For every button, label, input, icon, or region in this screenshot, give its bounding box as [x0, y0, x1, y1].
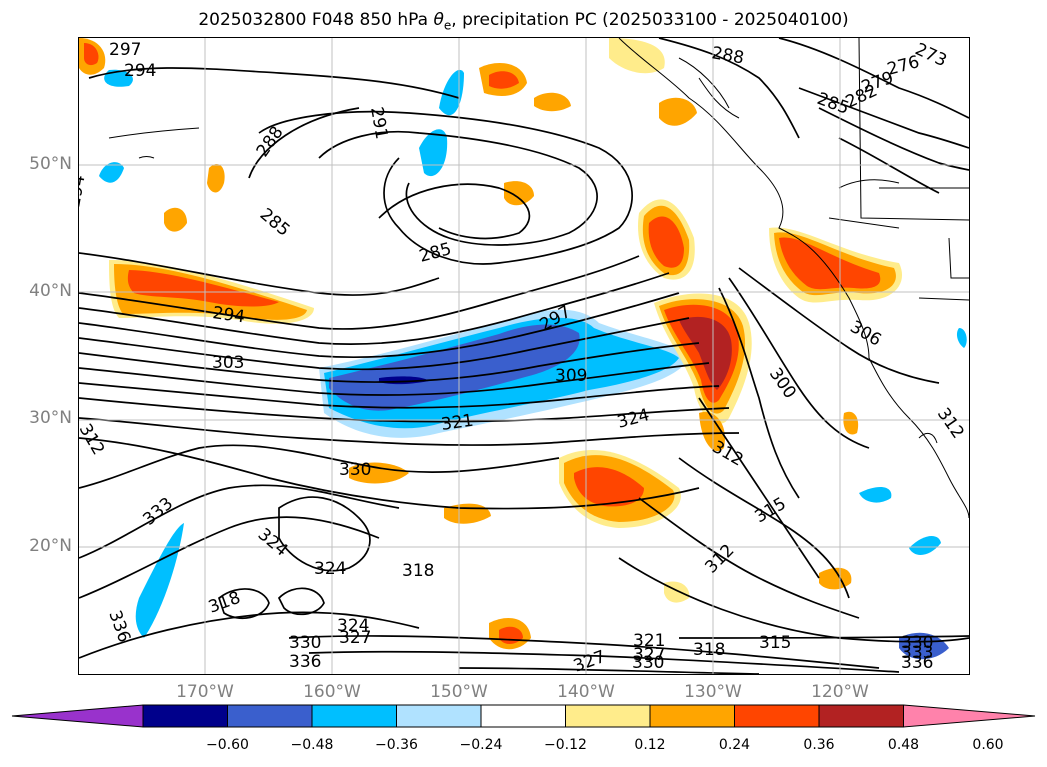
contour-label: 327: [633, 645, 665, 665]
contour-label: 309: [555, 366, 587, 386]
lon-label: 140°W: [557, 682, 615, 702]
colorbar-extend-high: [903, 704, 1036, 728]
contour-label: 336: [901, 653, 933, 673]
contour-label: 330: [289, 633, 321, 653]
map-plot-area: 297 294 291 288 285 285 294 303 297 309 …: [79, 38, 969, 674]
colorbar-tick-label: 0.12: [634, 737, 666, 753]
contour-label: 291: [366, 105, 391, 140]
contour-label: 324: [337, 616, 369, 636]
colorbar-tick-label: 0.36: [803, 737, 835, 753]
colorbar-tick-label: −0.12: [544, 737, 587, 753]
contour-label: 294: [124, 61, 156, 81]
contour-label: 324: [314, 559, 346, 579]
contour-label: 330: [339, 460, 371, 480]
contour-label: 306: [847, 317, 885, 351]
lon-label: 160°W: [303, 682, 361, 702]
contour-label: 318: [693, 640, 725, 660]
contour-label: 333: [901, 643, 933, 663]
contour-label: 315: [752, 494, 790, 528]
colorbar-tick-label: −0.36: [375, 737, 418, 753]
contour-label: 324: [615, 405, 652, 433]
lat-label: 40°N: [29, 281, 72, 301]
colorbar-segment: [565, 704, 651, 728]
lon-label: 150°W: [430, 682, 488, 702]
colorbar: [11, 704, 1036, 728]
colorbar-tick-label: −0.60: [206, 737, 249, 753]
contour-label: 285: [417, 239, 454, 267]
colorbar-segment: [818, 704, 904, 728]
contour-label: 327: [339, 628, 371, 648]
precip-shading: [79, 38, 967, 660]
contour-label: 318: [402, 561, 434, 581]
contour-label: 324: [254, 525, 292, 561]
contour-label: 315: [759, 633, 791, 653]
colorbar-tick-label: −0.24: [459, 737, 503, 753]
contour-label: 312: [933, 404, 968, 442]
colorbar-tick-label: 0.60: [972, 737, 1004, 753]
contour-label: 336: [104, 608, 134, 645]
coastlines: [108, 38, 969, 519]
gridlines: [79, 38, 969, 674]
contour-label: 300: [765, 364, 800, 402]
contour-label: 297: [109, 40, 141, 60]
theta-e-contours: [79, 38, 969, 674]
contour-label: 288: [710, 43, 745, 68]
colorbar-segment: [311, 704, 397, 728]
contour-label: 330: [901, 633, 933, 653]
colorbar-segment: [649, 704, 735, 728]
colorbar-segment: [227, 704, 313, 728]
lon-label: 170°W: [176, 682, 234, 702]
contour-label: 312: [79, 421, 108, 459]
contour-label: 288: [253, 123, 288, 161]
colorbar-segment: [142, 704, 228, 728]
colorbar-tick-label: −0.48: [290, 737, 334, 753]
lat-label: 30°N: [29, 408, 72, 428]
lat-label: 50°N: [29, 154, 72, 174]
map-panel: 297 294 291 288 285 285 294 303 297 309 …: [79, 38, 969, 674]
map-title: 2025032800 F048 850 hPa θe, precipitatio…: [198, 10, 849, 33]
lon-label: 130°W: [684, 682, 742, 702]
colorbar-tick-label: 0.24: [718, 737, 751, 753]
colorbar-tick-label: 0.48: [887, 737, 920, 753]
contour-label: 336: [289, 652, 321, 672]
colorbar-segment: [480, 704, 566, 728]
lat-label: 20°N: [29, 536, 72, 556]
colorbar-segment: [734, 704, 820, 728]
contour-label: 294: [79, 173, 90, 208]
colorbar-extend-low: [11, 704, 144, 728]
contour-label: 321: [633, 631, 665, 651]
contour-label: 312: [701, 540, 738, 577]
colorbar-segment: [396, 704, 482, 728]
contour-label: 318: [206, 588, 243, 618]
contour-label: 330: [632, 653, 664, 673]
contour-label: 285: [256, 205, 294, 241]
lon-label: 120°W: [811, 682, 869, 702]
contour-label: 321: [440, 411, 475, 435]
contour-label: 303: [212, 353, 244, 373]
contour-label: 294: [211, 303, 246, 327]
